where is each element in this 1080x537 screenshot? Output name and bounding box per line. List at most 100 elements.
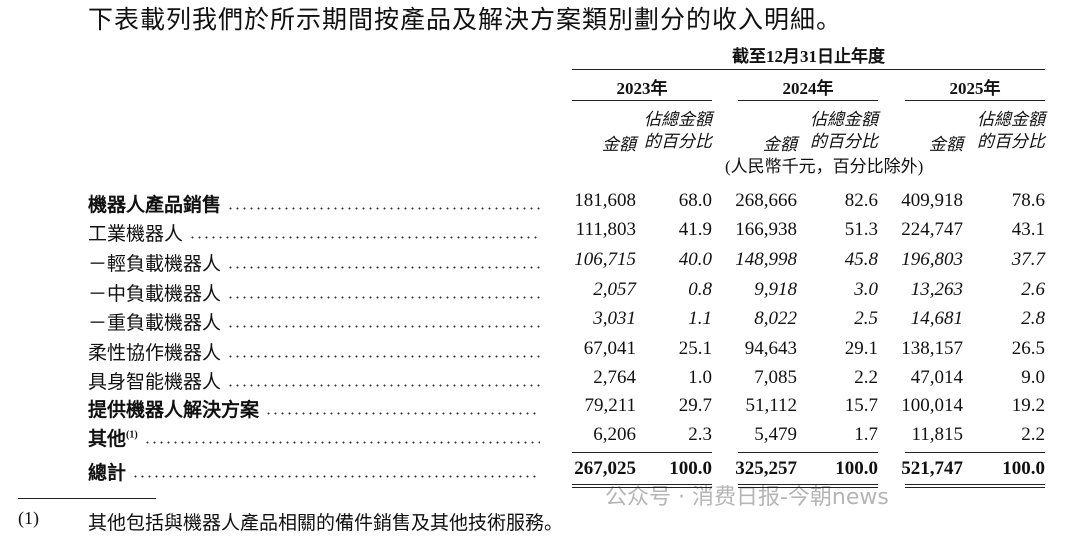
- cell: 181,608: [574, 190, 636, 211]
- percent-header: 佔總金額: [644, 110, 712, 129]
- percent-header: 佔總金額: [977, 110, 1045, 129]
- cell: 26.5: [1011, 338, 1045, 359]
- cell: 15.7: [844, 395, 878, 416]
- cell: 138,157: [901, 338, 963, 359]
- row-label: 柔性協作機器人: [88, 343, 222, 364]
- cell: 2.2: [1021, 424, 1045, 445]
- footnote-marker: (1): [18, 508, 39, 528]
- cell: 268,666: [735, 190, 797, 211]
- year-header: 2025年: [949, 79, 1001, 98]
- cell: 67,041: [583, 338, 636, 359]
- cell: 2,057: [593, 279, 636, 300]
- amount-header: 金額: [602, 135, 636, 154]
- footnote-text: 其他包括與機器人產品相關的備件銷售及其他技術服務。: [88, 513, 564, 534]
- year-header: 2024年: [782, 79, 834, 98]
- cell: 1.0: [688, 367, 712, 388]
- leader: [227, 325, 540, 328]
- cell: 3,031: [593, 308, 636, 329]
- cell: 7,085: [754, 367, 797, 388]
- cell: 100.0: [1002, 458, 1045, 479]
- row-label: －中負載機器人: [88, 284, 222, 305]
- cell: 2.3: [688, 424, 712, 445]
- amount-header: 金額: [929, 135, 963, 154]
- rule: [572, 484, 712, 485]
- unit-note: (人民幣千元，百分比除外): [725, 157, 924, 176]
- cell: 29.1: [844, 338, 878, 359]
- rule: [738, 487, 878, 488]
- rule: [738, 100, 878, 101]
- cell: 51,112: [745, 395, 797, 416]
- cell: 9.0: [1021, 367, 1045, 388]
- cell: 2,764: [593, 367, 636, 388]
- cell: 5,479: [754, 424, 797, 445]
- rule: [738, 452, 878, 453]
- cell: 148,998: [735, 249, 797, 270]
- cell: 19.2: [1011, 395, 1045, 416]
- row-label: 其他(1): [88, 429, 138, 450]
- cell: 2.6: [1021, 279, 1045, 300]
- row-label: 具身智能機器人: [88, 372, 222, 393]
- year-header: 2023年: [616, 79, 668, 98]
- cell: 267,025: [574, 458, 636, 479]
- cell: 14,681: [910, 308, 963, 329]
- cell: 8,022: [754, 308, 797, 329]
- cell: 3.0: [854, 279, 878, 300]
- cell: 68.0: [678, 190, 712, 211]
- watermark: 公众号 · 消费日报-今朝news: [605, 485, 889, 510]
- cell: 2.5: [854, 308, 878, 329]
- rule: [738, 484, 878, 485]
- note-ref: (1): [126, 429, 138, 441]
- rule: [572, 452, 712, 453]
- footnote-rule: [18, 498, 156, 499]
- percent-header: 的百分比: [644, 132, 712, 151]
- intro: 下表載列我們於所示期間按產品及解決方案類別劃分的收入明細。: [88, 7, 843, 34]
- leader: [227, 355, 540, 358]
- rule: [905, 484, 1045, 485]
- percent-header: 的百分比: [810, 132, 878, 151]
- cell: 100,014: [901, 395, 963, 416]
- rule: [905, 100, 1045, 101]
- cell: 521,747: [901, 458, 963, 479]
- rule: [905, 452, 1045, 453]
- cell: 43.1: [1011, 219, 1045, 240]
- cell: 79,211: [584, 395, 636, 416]
- cell: 166,938: [735, 219, 797, 240]
- rule: [572, 487, 712, 488]
- leader: [227, 384, 540, 387]
- cell: 29.7: [678, 395, 712, 416]
- cell: 0.8: [688, 279, 712, 300]
- cell: 51.3: [844, 219, 878, 240]
- leader: [143, 441, 540, 444]
- amount-header: 金額: [763, 135, 797, 154]
- row-label: 總計: [88, 463, 127, 484]
- cell: 2.8: [1021, 308, 1045, 329]
- cell: 13,263: [910, 279, 963, 300]
- percent-header: 佔總金額: [810, 110, 878, 129]
- cell: 224,747: [901, 219, 963, 240]
- rule: [572, 100, 712, 101]
- cell: 1.1: [688, 308, 712, 329]
- leader: [265, 412, 540, 415]
- cell: 1.7: [854, 424, 878, 445]
- row-label: 機器人產品銷售: [88, 195, 222, 216]
- cell: 6,206: [593, 424, 636, 445]
- cell: 111,803: [575, 219, 636, 240]
- cell: 45.8: [844, 249, 878, 270]
- rule: [905, 487, 1045, 488]
- row-label: －輕負載機器人: [88, 254, 222, 275]
- leader: [189, 236, 540, 239]
- cell: 41.9: [678, 219, 712, 240]
- row-label: －重負載機器人: [88, 313, 222, 334]
- leader: [227, 296, 540, 299]
- leader: [227, 266, 540, 269]
- period-header: 截至12月31日止年度: [732, 47, 885, 66]
- cell: 100.0: [669, 458, 712, 479]
- cell: 409,918: [901, 190, 963, 211]
- cell: 106,715: [574, 249, 636, 270]
- cell: 78.6: [1011, 190, 1045, 211]
- cell: 9,918: [754, 279, 797, 300]
- cell: 2.2: [854, 367, 878, 388]
- cell: 325,257: [735, 458, 797, 479]
- percent-header: 的百分比: [977, 132, 1045, 151]
